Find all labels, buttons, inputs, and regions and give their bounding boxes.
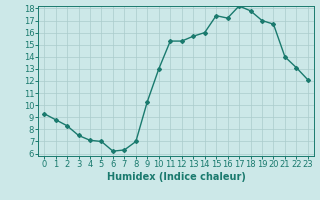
X-axis label: Humidex (Indice chaleur): Humidex (Indice chaleur)	[107, 172, 245, 182]
